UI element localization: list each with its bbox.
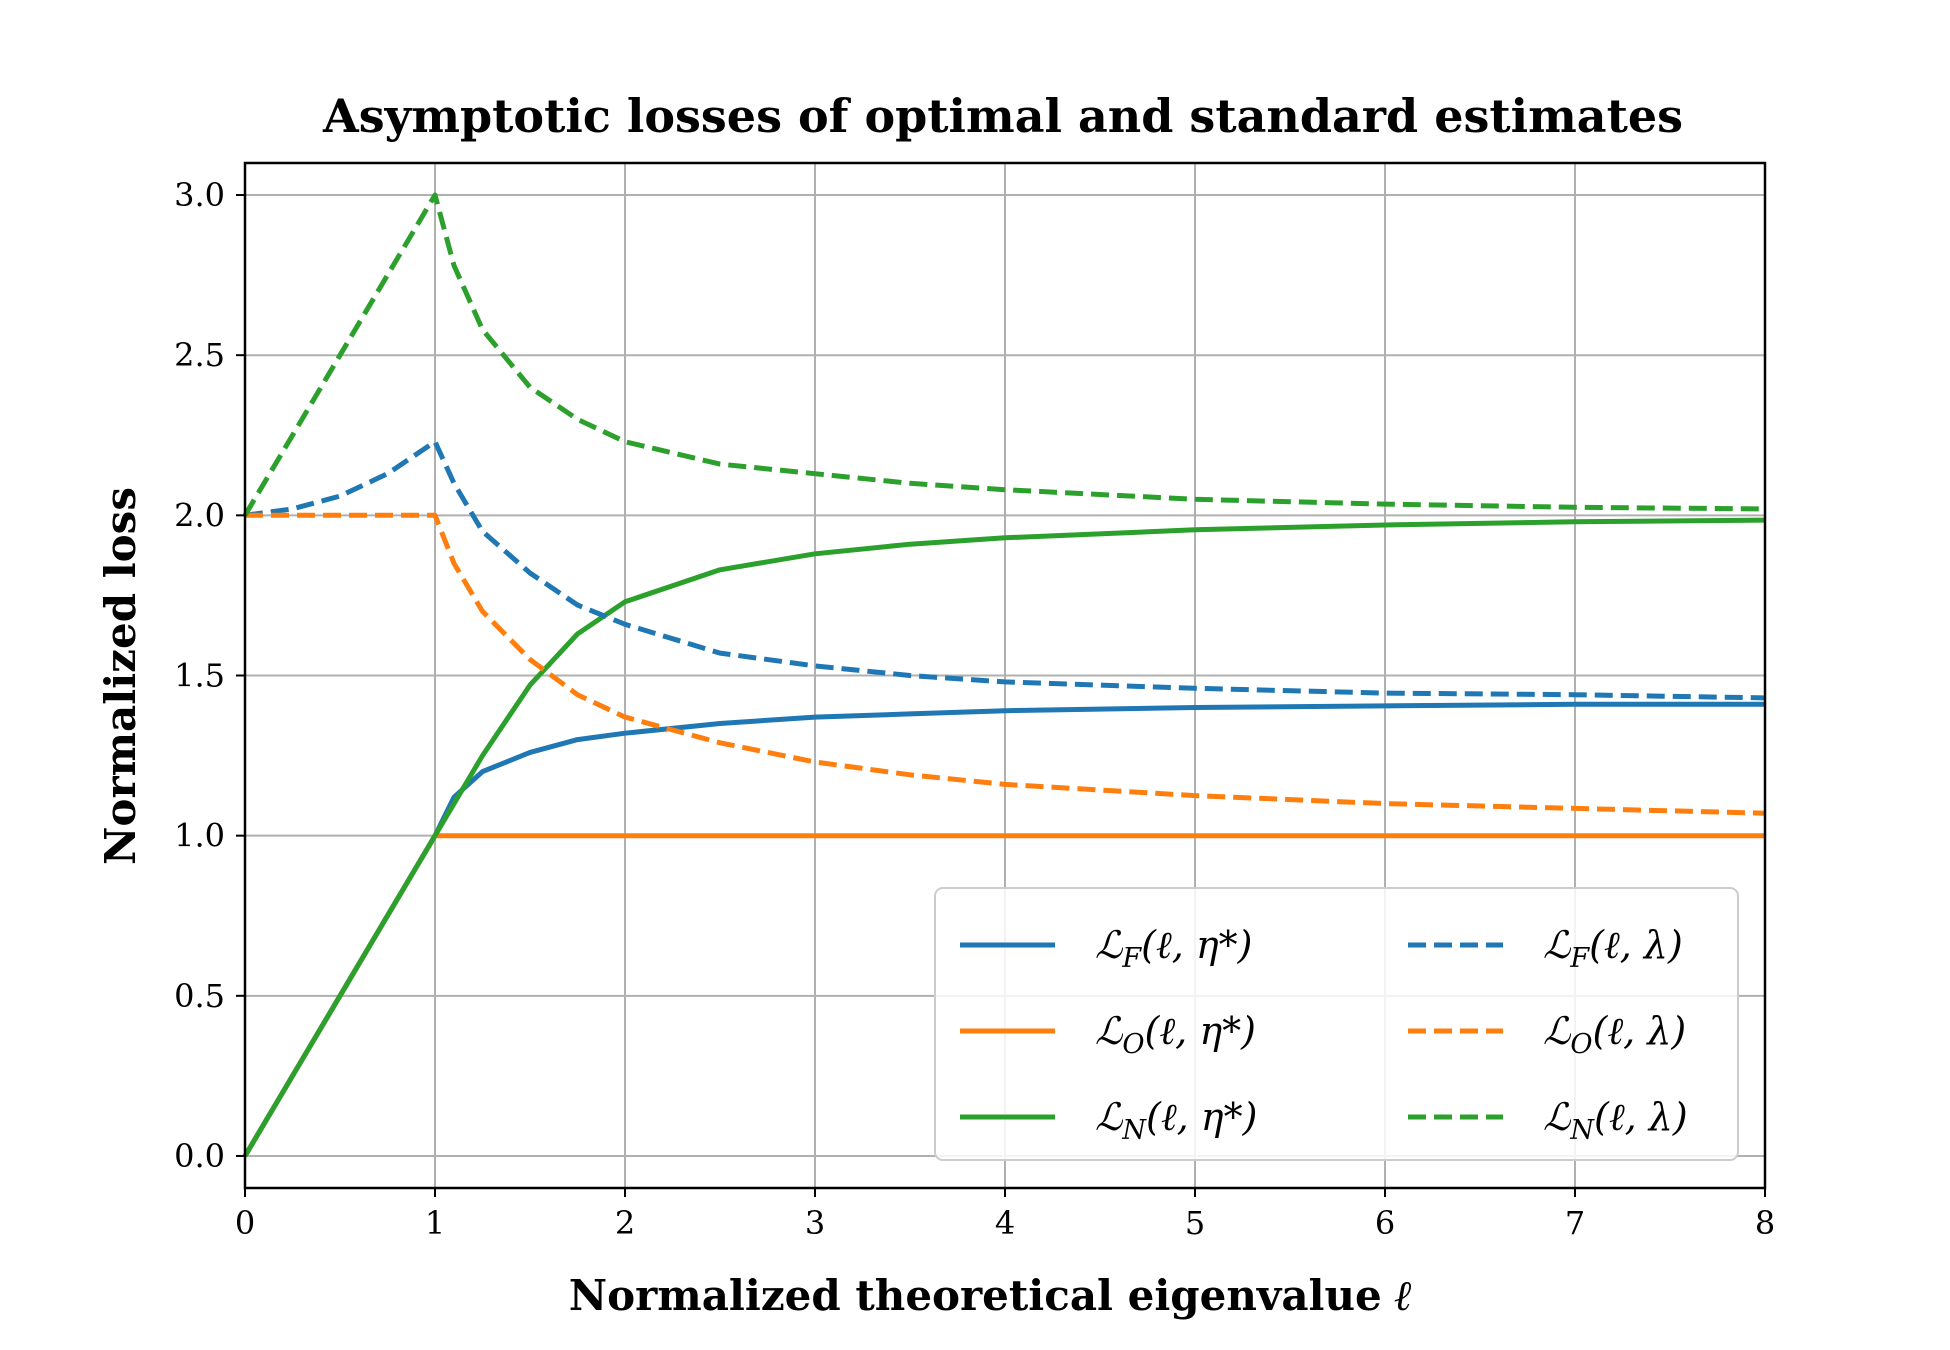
legend-label-1: ℒO(ℓ, η*) bbox=[1095, 1009, 1256, 1060]
x-tick-label: 4 bbox=[995, 1204, 1015, 1242]
legend-args: (ℓ, λ) bbox=[1594, 1095, 1688, 1139]
legend-label-2: ℒN(ℓ, η*) bbox=[1095, 1095, 1257, 1146]
x-tick-label: 6 bbox=[1375, 1204, 1395, 1242]
legend-args: (ℓ, λ) bbox=[1589, 923, 1683, 967]
x-ticks: 0 1 2 3 4 5 6 7 8 bbox=[235, 1188, 1775, 1242]
legend-args: (ℓ, η*) bbox=[1145, 1009, 1256, 1053]
x-axis-label-text: Normalized theoretical eigenvalue bbox=[569, 1271, 1382, 1320]
series-line-5 bbox=[242, 192, 1766, 517]
legend-symbol: ℒ bbox=[1543, 1009, 1572, 1053]
legend: ℒF(ℓ, η*)ℒO(ℓ, η*)ℒN(ℓ, η*)ℒF(ℓ, λ)ℒO(ℓ,… bbox=[934, 887, 1739, 1161]
x-tick-label: 2 bbox=[615, 1204, 635, 1242]
series-line-3 bbox=[244, 439, 1766, 701]
legend-subscript: N bbox=[1569, 1115, 1595, 1146]
x-tick-label: 1 bbox=[425, 1204, 445, 1242]
legend-symbol: ℒ bbox=[1543, 1095, 1572, 1139]
y-tick-label: 3.0 bbox=[174, 176, 225, 214]
legend-args: (ℓ, η*) bbox=[1146, 1095, 1257, 1139]
x-axis-label-symbol: ℓ bbox=[1394, 1271, 1412, 1320]
x-tick-label: 3 bbox=[805, 1204, 825, 1242]
legend-subscript: O bbox=[1570, 1029, 1592, 1060]
x-axis-label: Normalized theoretical eigenvalue ℓ bbox=[569, 1271, 1412, 1320]
legend-label-0: ℒF(ℓ, η*) bbox=[1095, 923, 1253, 974]
y-axis-label: Normalized loss bbox=[96, 487, 145, 865]
legend-subscript: O bbox=[1122, 1029, 1144, 1060]
legend-subscript: F bbox=[1569, 943, 1590, 974]
y-tick-label: 0.0 bbox=[174, 1137, 225, 1175]
legend-symbol: ℒ bbox=[1095, 1009, 1124, 1053]
legend-args: (ℓ, η*) bbox=[1141, 923, 1252, 967]
legend-label-3: ℒF(ℓ, λ) bbox=[1543, 923, 1683, 974]
y-tick-label: 1.5 bbox=[174, 657, 225, 695]
legend-label-5: ℒN(ℓ, λ) bbox=[1543, 1095, 1688, 1146]
legend-subscript: F bbox=[1121, 943, 1142, 974]
x-tick-label: 5 bbox=[1185, 1204, 1205, 1242]
series-line-4 bbox=[245, 512, 1766, 816]
y-tick-label: 0.5 bbox=[174, 977, 225, 1015]
legend-symbol: ℒ bbox=[1543, 923, 1572, 967]
series-layer bbox=[242, 192, 1766, 1158]
legend-symbol: ℒ bbox=[1095, 923, 1124, 967]
series-line-2 bbox=[242, 517, 1766, 1158]
y-tick-label: 2.5 bbox=[174, 336, 225, 374]
x-tick-label: 0 bbox=[235, 1204, 255, 1242]
chart-title: Asymptotic losses of optimal and standar… bbox=[322, 89, 1683, 143]
y-tick-label: 1.0 bbox=[174, 817, 225, 855]
y-ticks: 0.0 0.5 1.0 1.5 2.0 2.5 3.0 bbox=[174, 176, 245, 1175]
legend-symbol: ℒ bbox=[1095, 1095, 1124, 1139]
legend-args: (ℓ, λ) bbox=[1593, 1009, 1687, 1053]
x-tick-label: 8 bbox=[1755, 1204, 1775, 1242]
legend-label-4: ℒO(ℓ, λ) bbox=[1543, 1009, 1686, 1060]
x-tick-label: 7 bbox=[1565, 1204, 1585, 1242]
legend-subscript: N bbox=[1121, 1115, 1147, 1146]
legend-box bbox=[934, 887, 1739, 1161]
y-tick-label: 2.0 bbox=[174, 496, 225, 534]
